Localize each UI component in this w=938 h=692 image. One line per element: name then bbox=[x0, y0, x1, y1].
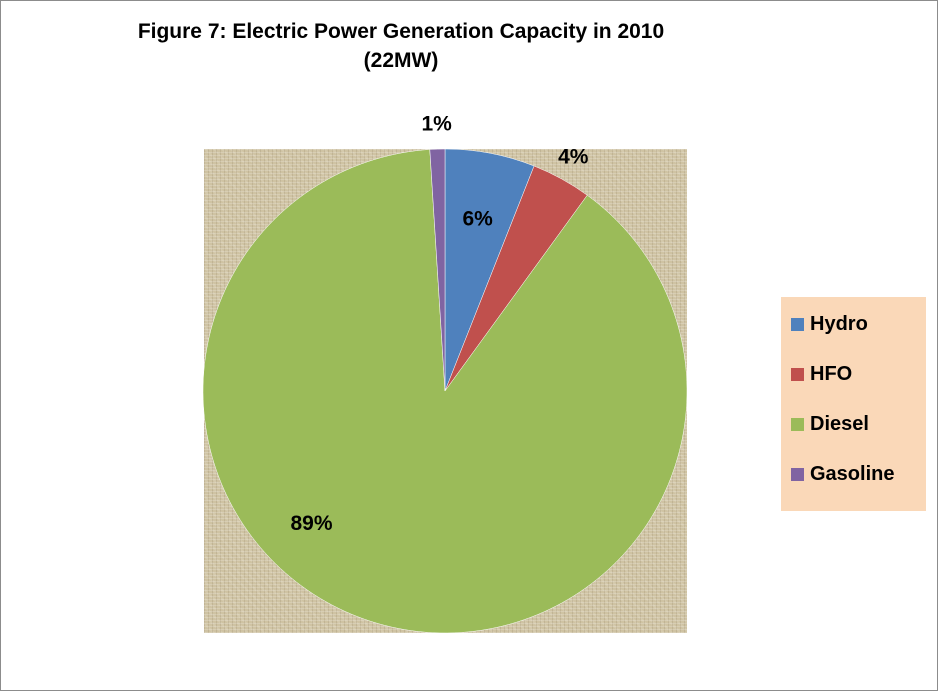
pie-slice-gasoline bbox=[429, 148, 446, 392]
legend-label-diesel: Diesel bbox=[810, 412, 869, 435]
legend-swatch-diesel bbox=[791, 417, 804, 431]
legend-item-hydro: Hydro bbox=[791, 309, 868, 339]
chart-title: Figure 7: Electric Power Generation Capa… bbox=[137, 20, 665, 43]
data-label-hfo: 4% bbox=[558, 145, 589, 168]
legend-item-gasoline: Gasoline bbox=[791, 459, 894, 489]
legend-item-diesel: Diesel bbox=[791, 409, 869, 439]
legend-label-hydro: Hydro bbox=[810, 312, 868, 335]
legend-swatch-hfo bbox=[791, 367, 804, 381]
legend-item-hfo: HFO bbox=[791, 359, 852, 389]
chart-subtitle: (22MW) bbox=[363, 49, 439, 72]
legend-label-hfo: HFO bbox=[810, 362, 853, 385]
pie-slice-diesel bbox=[202, 149, 688, 634]
legend: Hydro HFO Diesel Gasoline bbox=[781, 297, 926, 511]
legend-swatch-hydro bbox=[791, 317, 804, 331]
data-label-diesel: 89% bbox=[291, 512, 333, 535]
data-label-gasoline: 1% bbox=[421, 112, 452, 135]
legend-swatch-gasoline bbox=[791, 467, 804, 481]
legend-label-gasoline: Gasoline bbox=[810, 462, 895, 485]
data-label-hydro: 6% bbox=[462, 207, 493, 230]
chart-title-block: Figure 7: Electric Power Generation Capa… bbox=[81, 17, 721, 75]
